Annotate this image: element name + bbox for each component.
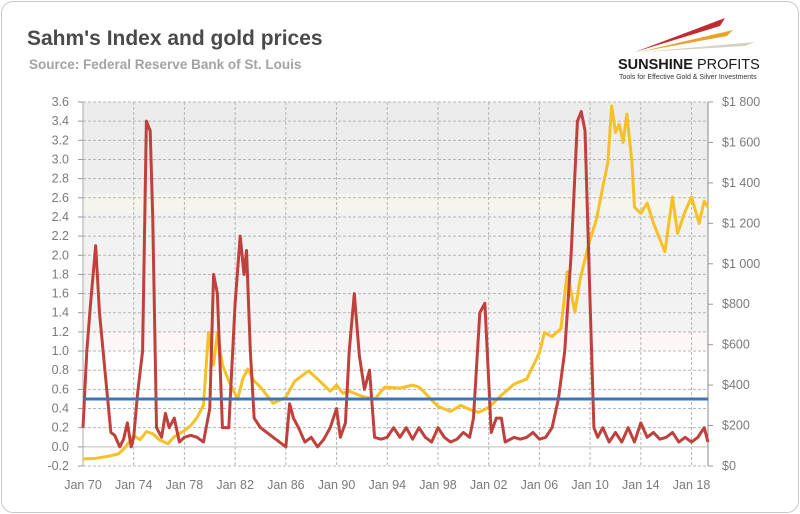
left-axis-tick-label: 0.8	[52, 363, 69, 377]
right-axis-tick-label: $1 000	[722, 257, 760, 271]
logo-tagline: Tools for Effective Gold & Silver Invest…	[619, 74, 757, 81]
left-axis-tick-label: 2.2	[52, 229, 69, 243]
right-axis-tick-label: $1 800	[722, 95, 760, 109]
x-axis-tick-label: Jan 86	[267, 478, 305, 492]
logo-name-light: PROFITS	[696, 57, 760, 73]
x-axis-tick-label: Jan 94	[368, 478, 406, 492]
left-axis-tick-label: 2.6	[52, 191, 69, 205]
left-axis-tick-label: 1.4	[52, 306, 69, 320]
logo-name-bold: SUNSHINE	[618, 57, 693, 73]
left-axis-tick-label: 0.6	[52, 382, 69, 396]
x-axis-tick-label: Jan 02	[470, 478, 508, 492]
x-axis-tick-label: Jan 10	[571, 478, 609, 492]
plot-background	[83, 102, 708, 466]
x-axis-tick-label: Jan 74	[115, 478, 153, 492]
left-axis-tick-label: 2.4	[52, 210, 69, 224]
left-axis-tick-label: 3.6	[52, 95, 69, 109]
right-axis-tick-label: $600	[722, 338, 750, 352]
right-axis-tick-label: $0	[722, 459, 736, 473]
left-axis-tick-label: 3.2	[52, 133, 69, 147]
left-axis-tick-label: -0.2	[47, 459, 69, 473]
right-axis-tick-label: $200	[722, 419, 750, 433]
sahm-index-line	[81, 110, 710, 449]
logo-name: SUNSHINE PROFITS	[618, 57, 760, 73]
right-axis-tick-label: $1 600	[722, 135, 760, 149]
right-axis-tick-label: $400	[722, 378, 750, 392]
x-axis-tick-label: Jan 70	[64, 478, 102, 492]
right-axis-tick-label: $1 200	[722, 216, 760, 230]
x-axis-tick-label: Jan 06	[521, 478, 559, 492]
chart-source: Source: Federal Reserve Bank of St. Loui…	[29, 57, 302, 72]
x-axis-tick-label: Jan 78	[166, 478, 204, 492]
x-axis-tick-label: Jan 98	[419, 478, 457, 492]
x-axis-tick-label: Jan 18	[673, 478, 711, 492]
left-axis-tick-label: 2.8	[52, 172, 69, 186]
right-axis-tick-label: $1 400	[722, 176, 760, 190]
right-axis-tick-label: $800	[722, 297, 750, 311]
x-axis-tick-label: Jan 90	[318, 478, 356, 492]
gold-price-line	[82, 104, 710, 461]
left-axis-tick-label: 0.2	[52, 421, 69, 435]
x-axis-tick-label: Jan 14	[622, 478, 660, 492]
left-axis-tick-label: 1.2	[52, 325, 69, 339]
left-axis-tick-label: 3.0	[52, 152, 69, 166]
sunshine-profits-logo-icon	[635, 18, 755, 52]
left-axis-tick-label: 1.0	[52, 344, 69, 358]
left-axis-tick-label: 3.4	[52, 114, 69, 128]
x-axis-tick-label: Jan 82	[216, 478, 254, 492]
chart-title: Sahm's Index and gold prices	[27, 27, 323, 50]
left-axis-tick-label: 1.6	[52, 287, 69, 301]
left-axis-tick-label: 2.0	[52, 248, 69, 262]
left-axis-tick-label: 1.8	[52, 267, 69, 281]
left-axis-tick-label: 0.0	[52, 440, 69, 454]
left-axis-tick-label: 0.4	[52, 402, 69, 416]
